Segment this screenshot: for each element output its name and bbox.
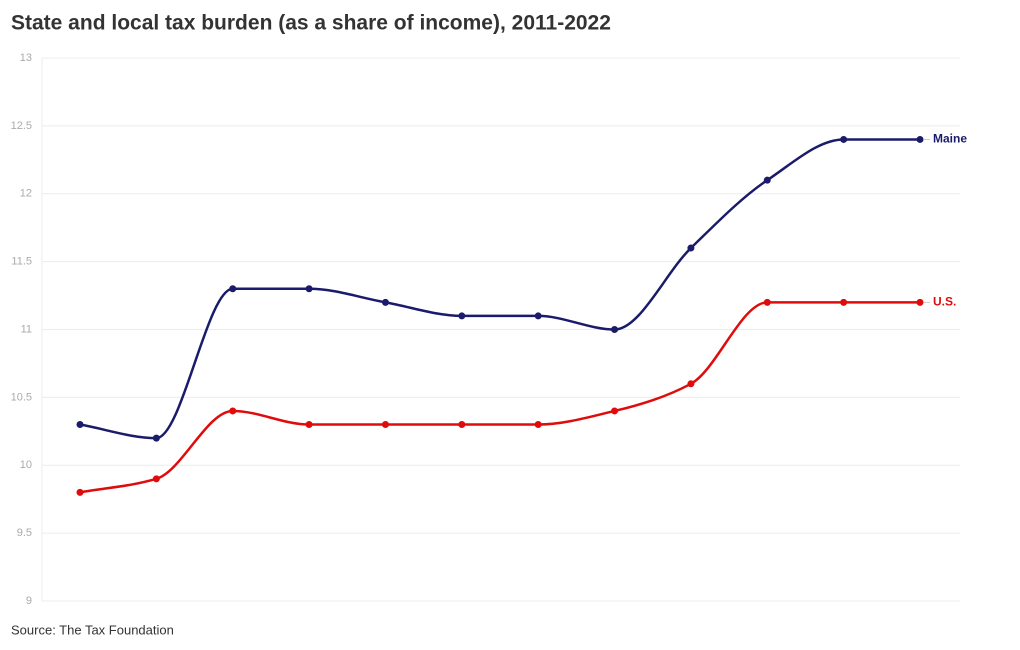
data-point xyxy=(916,135,924,143)
data-point xyxy=(305,421,313,429)
data-point xyxy=(534,312,542,320)
data-point xyxy=(763,298,771,306)
y-tick-label: 12 xyxy=(20,188,32,200)
data-point xyxy=(840,135,848,143)
y-tick-label: 11 xyxy=(21,323,32,335)
data-point xyxy=(76,421,84,429)
data-point xyxy=(381,421,389,429)
y-tick-label: 13 xyxy=(20,52,32,64)
data-point xyxy=(305,285,313,293)
data-point xyxy=(76,488,84,496)
data-point xyxy=(916,298,924,306)
y-tick-label: 10 xyxy=(20,459,32,471)
y-tick-label: 11.5 xyxy=(11,256,32,268)
data-point xyxy=(687,244,695,252)
data-point xyxy=(611,407,619,415)
chart-title: State and local tax burden (as a share o… xyxy=(11,12,611,35)
data-point xyxy=(763,176,771,184)
data-point xyxy=(229,407,237,415)
data-point xyxy=(687,380,695,388)
data-point xyxy=(840,298,848,306)
series-line xyxy=(79,138,920,440)
data-point xyxy=(534,421,542,429)
source-note: Source: The Tax Foundation xyxy=(11,622,174,637)
y-tick-label: 9.5 xyxy=(17,527,32,539)
data-point xyxy=(229,285,237,293)
data-point xyxy=(458,421,466,429)
data-point xyxy=(152,434,160,442)
data-point xyxy=(611,326,619,333)
y-tick-label: 10.5 xyxy=(11,391,32,403)
data-point xyxy=(381,298,389,306)
y-tick-label: 9 xyxy=(26,595,32,607)
data-point xyxy=(152,475,160,483)
series-label: Maine xyxy=(933,132,967,146)
data-point xyxy=(458,312,466,320)
series-label: U.S. xyxy=(933,295,956,309)
y-tick-label: 12.5 xyxy=(11,120,32,132)
